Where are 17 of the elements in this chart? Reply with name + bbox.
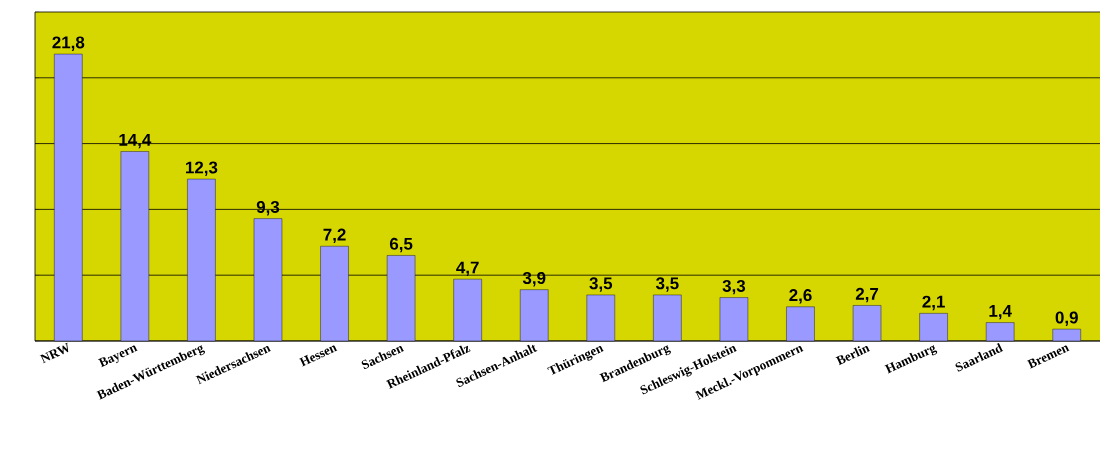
data-label: 7,2 — [323, 228, 346, 244]
x-tick-label: Hessen — [298, 345, 338, 367]
data-label: 12,3 — [186, 161, 218, 176]
data-label: 3,5 — [655, 277, 679, 292]
data-label: 21,8 — [52, 36, 85, 51]
data-label: 4,7 — [456, 261, 479, 276]
data-label: 2,6 — [789, 289, 812, 304]
x-tick-label: NRW — [39, 342, 69, 364]
data-label: 3,5 — [589, 277, 613, 292]
data-label: 3,9 — [522, 272, 546, 287]
data-label: 3,3 — [722, 279, 746, 295]
data-label: 6,5 — [389, 237, 413, 253]
data-label: 0,9 — [1055, 311, 1078, 326]
data-label: 2,7 — [855, 287, 879, 303]
data-label: 2,1 — [922, 295, 945, 311]
x-tick-label: Berlin — [835, 346, 871, 366]
data-label: 1,4 — [989, 305, 1012, 320]
